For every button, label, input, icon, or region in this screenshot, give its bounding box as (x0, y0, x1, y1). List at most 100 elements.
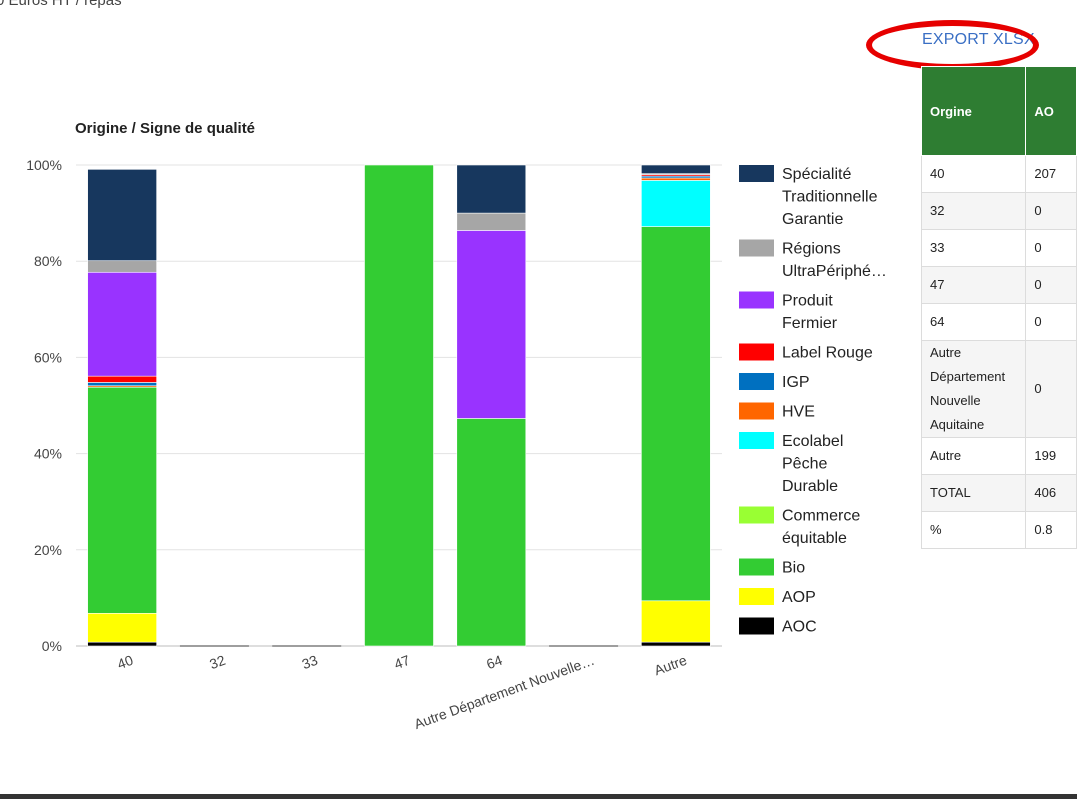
y-tick-label: 80% (34, 253, 62, 269)
table-cell-line: Aquitaine (930, 417, 985, 432)
y-tick-label: 0% (42, 638, 62, 654)
x-tick-label: Autre (652, 652, 689, 679)
bar-empty (272, 645, 342, 647)
y-tick-label: 60% (34, 349, 62, 365)
bar-segment-sp-cialit-traditionnelle-garantie (641, 164, 711, 174)
legend-label: HVE (782, 404, 815, 421)
x-tick-label: 32 (207, 652, 227, 672)
bar-segment-sp-cialit-traditionnelle-garantie (87, 169, 157, 262)
table-cell-aoc: 0 (1025, 266, 1077, 304)
legend-label-line: Garantie (782, 211, 843, 228)
legend-label-line: IGP (782, 374, 810, 391)
table-cell-line: 33 (930, 240, 945, 255)
stacked-bar-chart: Origine / Signe de qualité 0% 20% 40% 60% 80%… (26, 120, 887, 732)
bar-segment-bio (456, 418, 527, 647)
legend-label-line: AOP (782, 589, 816, 606)
bar-segment-sp-cialit-traditionnelle-garantie (456, 164, 527, 214)
bar-segment-r-gions-ultrap-riph- (456, 212, 527, 231)
bar-empty (179, 645, 249, 647)
legend-swatch (739, 588, 774, 605)
table-row: 40 207 (921, 155, 1077, 193)
legend-swatch (739, 506, 774, 524)
table-cell-line: 47 (930, 277, 945, 292)
table-row: 47 0 (921, 266, 1077, 304)
bar-segment-ecolabel-p-che-durable (641, 180, 711, 227)
page-subtitle-fragment: 0 Euros HT / repas (0, 0, 122, 9)
legend-label-line: UltraPériphé… (782, 263, 887, 280)
table-cell-aoc: 0 (1025, 192, 1077, 230)
table-cell-aoc: 0 (1025, 229, 1077, 267)
table-cell-origine: 47 (921, 266, 1027, 304)
legend-label-line: Durable (782, 478, 838, 495)
table-cell-line: TOTAL (930, 485, 971, 500)
table-cell-origine: TOTAL (921, 474, 1027, 512)
table-row: Autre 199 (921, 437, 1077, 475)
y-tick-label: 40% (34, 446, 62, 462)
table-cell-line: 64 (930, 314, 945, 329)
legend-swatch (739, 373, 774, 390)
legend-swatch (739, 402, 774, 420)
table-cell-line: Autre (930, 345, 962, 360)
legend-label-line: AOC (782, 619, 817, 636)
y-tick-label: 100% (26, 157, 62, 173)
table-header-origine[interactable]: Orgine (921, 66, 1027, 156)
x-tick-label: Autre Département Nouvelle… (412, 652, 597, 732)
table-cell-aoc: 0.8 (1025, 511, 1077, 549)
legend-label-line: Régions (782, 241, 841, 258)
bar-segment-label-rouge (87, 375, 157, 383)
table-cell-origine: % (921, 511, 1027, 549)
table-row: 33 0 (921, 229, 1077, 267)
legend-label: AOC (782, 619, 817, 636)
x-tick-label: 47 (392, 652, 412, 672)
bar-segment-bio (87, 386, 157, 614)
bar-empty (549, 645, 619, 647)
legend-swatch (739, 343, 774, 361)
legend-label-line: Traditionnelle (782, 189, 878, 206)
table-row: Autre Département Nouvelle Aquitaine 0 (921, 340, 1077, 438)
table-cell-origine: Autre (921, 437, 1027, 475)
table-cell-origine: Autre Département Nouvelle Aquitaine (921, 340, 1027, 438)
table-row: 32 0 (921, 192, 1077, 230)
legend-label-line: Label Rouge (782, 345, 873, 362)
export-xlsx-link[interactable]: EXPORT XLSX (922, 31, 1035, 48)
table-cell-aoc: 0 (1025, 340, 1077, 438)
bar-segment-r-gions-ultrap-riph- (87, 260, 157, 273)
table-header-aoc[interactable]: AO (1025, 66, 1077, 156)
table-body: 40 207 32 0 33 0 47 0 64 0 Autre Département Nouvell… (921, 155, 1077, 549)
legend-label-line: Produit (782, 293, 833, 310)
bar-segment-aop (87, 612, 157, 643)
legend-label: Régions UltraPériphé… (782, 241, 887, 281)
table-cell-line: % (930, 522, 942, 537)
bottom-divider (0, 794, 1077, 799)
table-row: TOTAL 406 (921, 474, 1077, 512)
table-row: 64 0 (921, 303, 1077, 341)
legend-swatch (739, 558, 774, 576)
legend-label: Ecolabel Pêche Durable (782, 433, 843, 495)
table-row: % 0.8 (921, 511, 1077, 549)
table-cell-aoc: 207 (1025, 155, 1077, 193)
legend-label-line: Fermier (782, 315, 838, 332)
table-cell-line: 40 (930, 166, 945, 181)
legend-swatch (739, 432, 774, 449)
legend-label-line: Pêche (782, 456, 827, 473)
bar-segment-produit-fermier (456, 230, 527, 419)
table-cell-line: Autre (930, 448, 962, 463)
bar-segment-igp (87, 382, 157, 387)
bar-segment-bio (364, 164, 434, 647)
chart-title: Origine / Signe de qualité (75, 120, 255, 137)
legend-label-line: Ecolabel (782, 433, 843, 450)
legend-swatch (739, 617, 774, 635)
bar-segment-aop (641, 600, 711, 643)
legend-label: AOP (782, 589, 816, 606)
bar-segment-hve (641, 177, 711, 181)
table-cell-line: 32 (930, 203, 945, 218)
table-cell-aoc: 406 (1025, 474, 1077, 512)
legend-label-line: Commerce (782, 508, 860, 525)
legend-swatch (739, 291, 774, 309)
y-tick-label: 20% (34, 542, 62, 558)
legend-label-line: Spécialité (782, 166, 851, 183)
table-cell-aoc: 0 (1025, 303, 1077, 341)
legend-label: Commerce équitable (782, 508, 860, 548)
origin-quality-table: Orgine AO 40 207 32 0 33 0 47 0 64 0 Autre Départem… (921, 66, 1077, 549)
table-cell-origine: 40 (921, 155, 1027, 193)
